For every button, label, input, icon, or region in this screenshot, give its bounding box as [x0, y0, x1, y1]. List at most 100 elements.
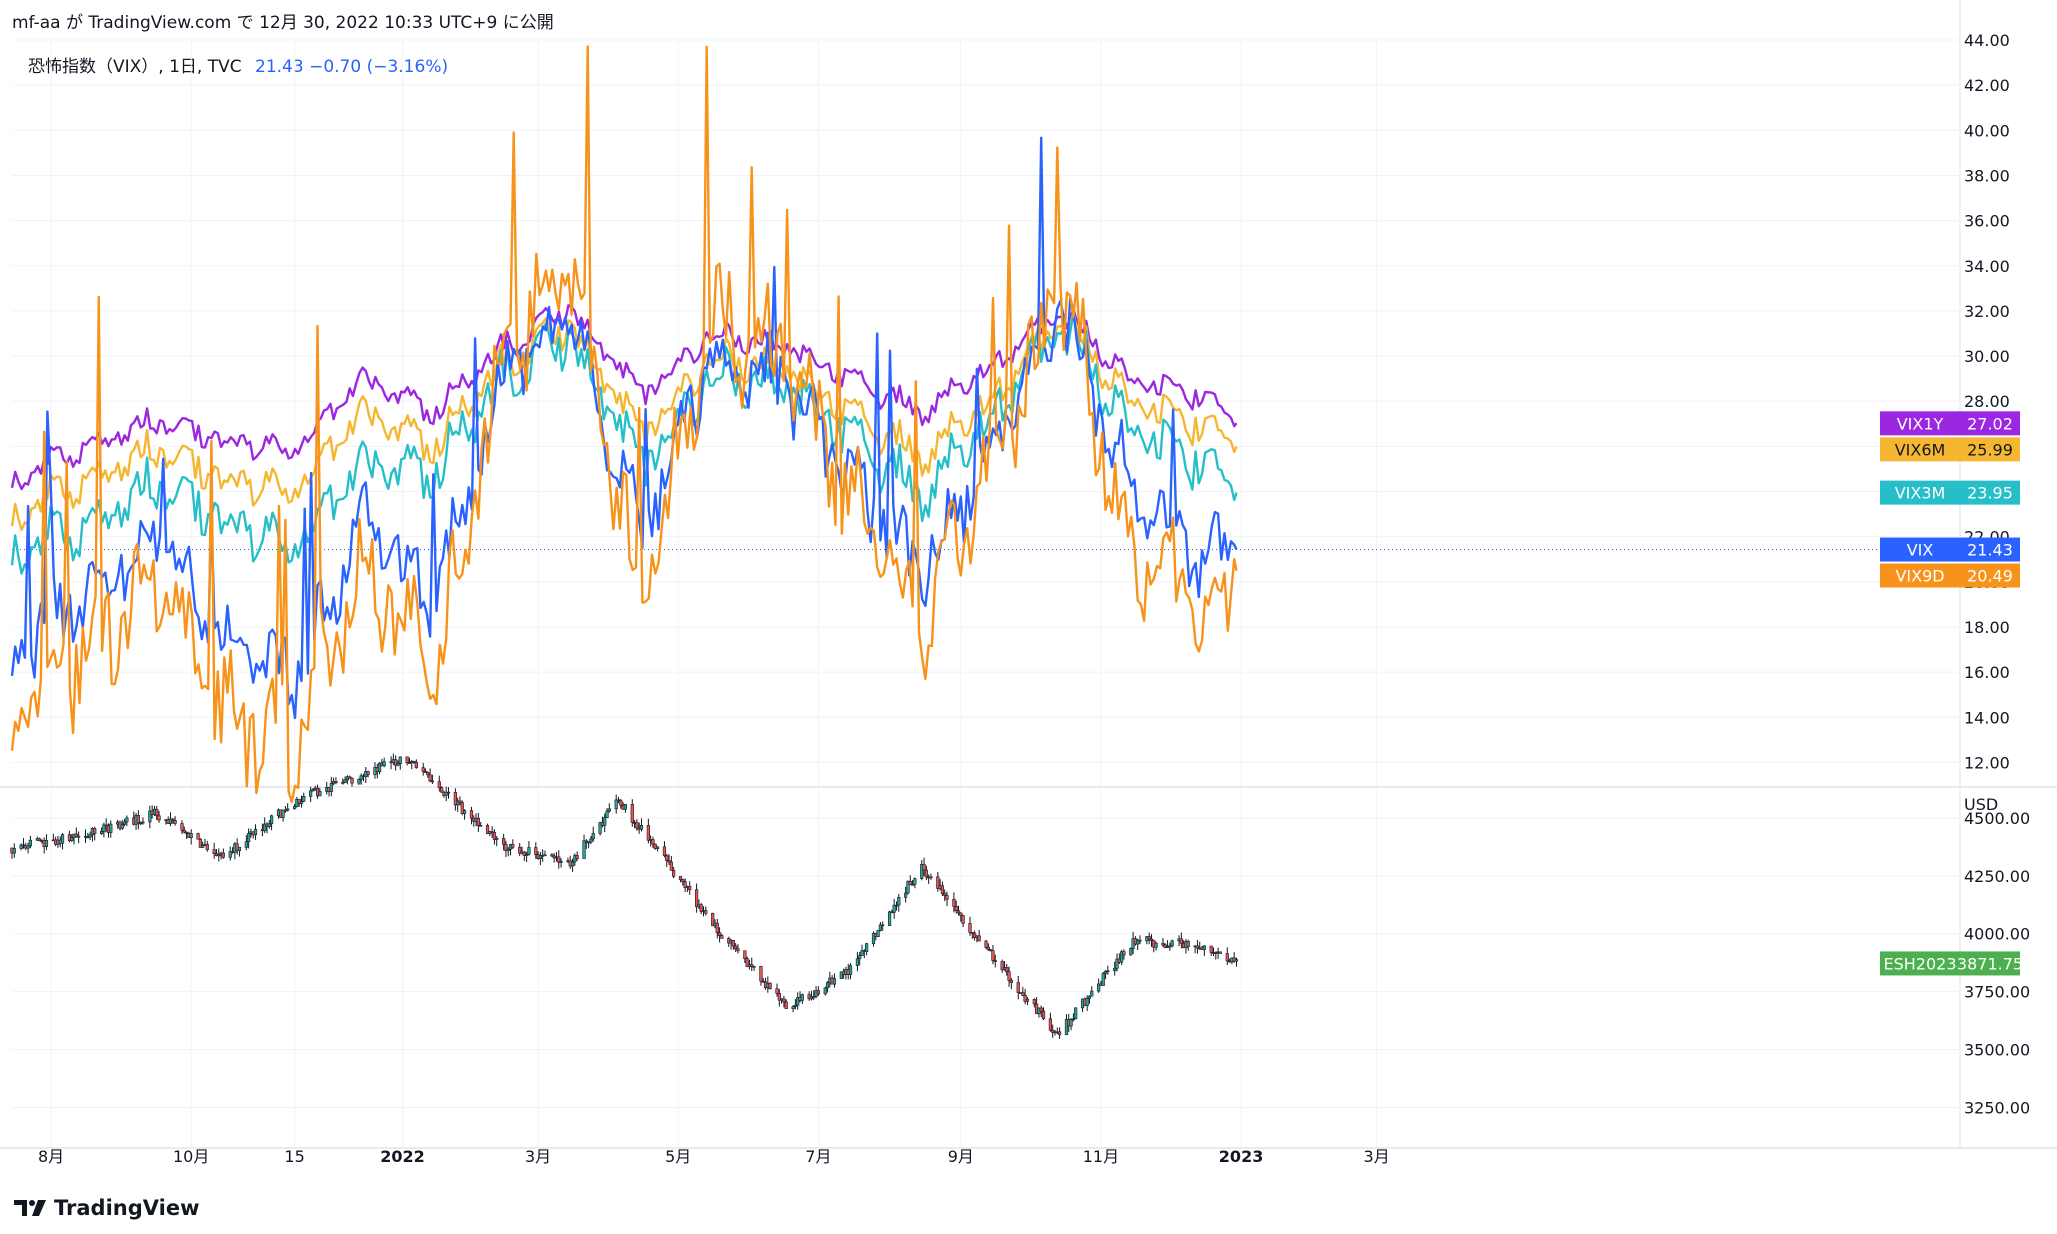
- y-tick-label: 28.00: [1964, 392, 2010, 411]
- candle-body: [881, 924, 885, 927]
- candle: [182, 826, 186, 834]
- candle-body: [1087, 995, 1092, 999]
- candle-body: [720, 935, 724, 939]
- candle-body: [956, 910, 961, 914]
- candle: [936, 871, 940, 892]
- candle-body: [462, 810, 467, 814]
- candle: [28, 835, 32, 849]
- candle: [646, 818, 650, 844]
- candle: [343, 776, 347, 783]
- candle: [518, 843, 522, 857]
- candle: [394, 755, 398, 771]
- tradingview-logo[interactable]: TradingView: [14, 1196, 199, 1220]
- candle: [244, 835, 248, 851]
- candle: [157, 810, 161, 823]
- candle: [848, 963, 853, 980]
- candle-body: [887, 911, 892, 926]
- candle: [364, 766, 368, 783]
- candle: [984, 939, 988, 950]
- candle: [775, 983, 779, 997]
- candle: [495, 836, 499, 847]
- candle-body: [800, 994, 804, 1001]
- candle-body: [1106, 970, 1110, 973]
- candle: [855, 951, 860, 972]
- publish-header: mf-aa が TradingView.com で 12月 30, 2022 1…: [12, 13, 554, 33]
- candle-body: [120, 824, 124, 829]
- footer-brand: TradingView: [54, 1196, 200, 1220]
- candle-body: [667, 860, 671, 863]
- candle-body: [93, 828, 97, 835]
- candle-body: [591, 833, 595, 840]
- candle: [1101, 971, 1105, 986]
- candle-body: [506, 848, 510, 852]
- candle-body: [587, 841, 591, 844]
- candle: [1147, 932, 1151, 945]
- candle: [267, 820, 271, 829]
- candle-body: [12, 848, 16, 854]
- candle: [796, 992, 800, 1010]
- candle-body: [669, 861, 673, 871]
- candle: [281, 809, 285, 822]
- candle: [318, 787, 322, 797]
- candle: [825, 981, 830, 993]
- candle: [109, 820, 113, 838]
- candle: [1234, 957, 1239, 967]
- candle: [720, 933, 724, 939]
- candle-body: [205, 844, 209, 850]
- candle: [752, 965, 756, 971]
- candle: [405, 756, 409, 766]
- candle-body: [695, 889, 699, 908]
- candle: [462, 809, 467, 820]
- candle: [1009, 977, 1013, 990]
- candle-body: [743, 950, 747, 959]
- candle-body: [334, 781, 338, 784]
- candle: [412, 760, 416, 764]
- series-legend[interactable]: 恐怖指数（VIX）, 1日, TVC 21.43 −0.70 (−3.16%): [28, 52, 448, 77]
- candle-body: [1120, 951, 1124, 963]
- candle-body: [1163, 944, 1167, 948]
- candle: [614, 794, 618, 814]
- candle-body: [1016, 982, 1020, 993]
- candle: [630, 799, 634, 827]
- candle-body: [269, 815, 274, 825]
- candle-body: [945, 895, 949, 900]
- candle-body: [906, 881, 910, 894]
- candle: [734, 943, 738, 953]
- candle-body: [543, 854, 547, 857]
- candle-body: [678, 876, 683, 880]
- candle-body: [752, 965, 756, 968]
- candle: [605, 808, 609, 819]
- candle: [247, 828, 251, 849]
- candle: [736, 944, 740, 954]
- candle: [1064, 1014, 1069, 1036]
- candle: [1074, 1007, 1078, 1020]
- candle-body: [1021, 992, 1025, 996]
- candle: [534, 842, 538, 859]
- candle: [485, 823, 490, 835]
- candle-body: [614, 799, 618, 810]
- candle-body: [759, 965, 763, 982]
- tag-name-box: [1880, 951, 1960, 976]
- candle: [695, 883, 699, 913]
- candle: [961, 914, 965, 928]
- candle: [99, 827, 104, 835]
- candle-body: [359, 775, 363, 780]
- candle-body: [777, 993, 781, 1001]
- candle: [302, 792, 306, 803]
- candle-body: [426, 772, 430, 776]
- candle-body: [1113, 967, 1117, 972]
- candle: [1032, 998, 1036, 1008]
- candle: [989, 948, 993, 952]
- candle-body: [839, 971, 843, 979]
- candle-body: [446, 791, 451, 794]
- candle-body: [329, 782, 333, 792]
- y-tick-label: 30.00: [1964, 347, 2010, 366]
- candle-body: [302, 795, 306, 802]
- candle-body: [715, 922, 719, 933]
- candle: [1120, 949, 1124, 966]
- candle-body: [102, 824, 106, 832]
- candle: [212, 842, 216, 859]
- candle: [904, 886, 908, 903]
- candle: [800, 993, 804, 1004]
